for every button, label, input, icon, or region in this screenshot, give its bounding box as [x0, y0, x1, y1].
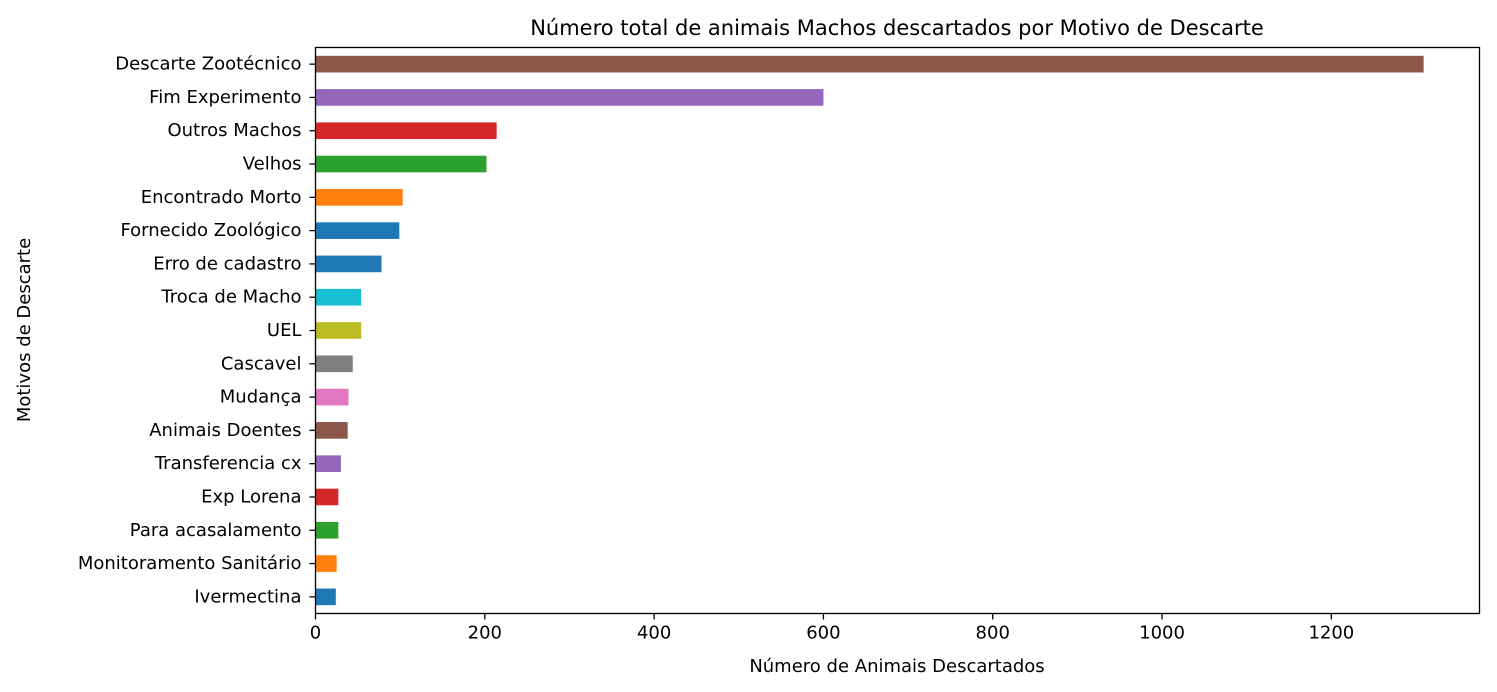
bar [315, 288, 362, 306]
bar [315, 521, 339, 539]
y-tick-label: Transferencia cx [154, 453, 302, 474]
x-tick-label: 600 [806, 623, 840, 644]
y-tick-label: Erro de cadastro [153, 253, 301, 274]
bar [315, 155, 487, 173]
y-tick-label: Troca de Macho [160, 287, 301, 308]
x-axis-title: Número de Animais Descartados [749, 656, 1044, 677]
x-tick-label: 1000 [1139, 623, 1185, 644]
plot-frame [314, 46, 1481, 615]
bar [315, 122, 497, 140]
y-tick-label: Encontrado Morto [141, 187, 302, 208]
x-tick-label: 1200 [1308, 623, 1354, 644]
bar [315, 422, 348, 439]
y-tick-label: Monitoramento Sanitário [78, 553, 302, 574]
y-tick-label: UEL [267, 320, 302, 341]
bar [315, 588, 336, 606]
x-tick-label: 800 [976, 623, 1010, 644]
y-tick-label: Mudança [220, 387, 302, 408]
y-axis-ticks: Descarte Zootécnico Fim Experimento Outros… [78, 54, 316, 607]
bar [315, 222, 400, 239]
bar [315, 455, 341, 472]
x-tick-label: 0 [310, 623, 321, 644]
x-axis-ticks: 0 200 400 600 800 1000 1200 [310, 613, 1354, 644]
x-tick-label: 400 [637, 623, 671, 644]
y-tick-label: Animais Doentes [149, 420, 301, 441]
y-tick-label: Velhos [243, 154, 302, 175]
y-tick-label: Outros Machos [167, 120, 301, 141]
bar [315, 355, 353, 373]
x-tick-label: 200 [468, 623, 502, 644]
bar [315, 488, 339, 506]
y-tick-label: Fim Experimento [149, 87, 301, 108]
y-tick-label: Fornecido Zoológico [120, 220, 301, 241]
bar [315, 89, 824, 106]
bar [315, 388, 349, 406]
chart-title: Número total de animais Machos descartad… [530, 16, 1264, 40]
bar [315, 189, 403, 206]
bars-group [315, 55, 1424, 606]
bar [315, 55, 1424, 73]
bar [315, 322, 362, 339]
y-tick-label: Para acasalamento [130, 520, 302, 541]
y-axis-title: Motivos de Descarte [14, 238, 35, 422]
bar [315, 255, 382, 273]
y-tick-label: Descarte Zootécnico [115, 54, 301, 75]
y-tick-label: Exp Lorena [201, 486, 301, 507]
y-tick-label: Cascavel [221, 353, 302, 374]
y-tick-label: Ivermectina [194, 586, 301, 607]
bar [315, 555, 337, 572]
